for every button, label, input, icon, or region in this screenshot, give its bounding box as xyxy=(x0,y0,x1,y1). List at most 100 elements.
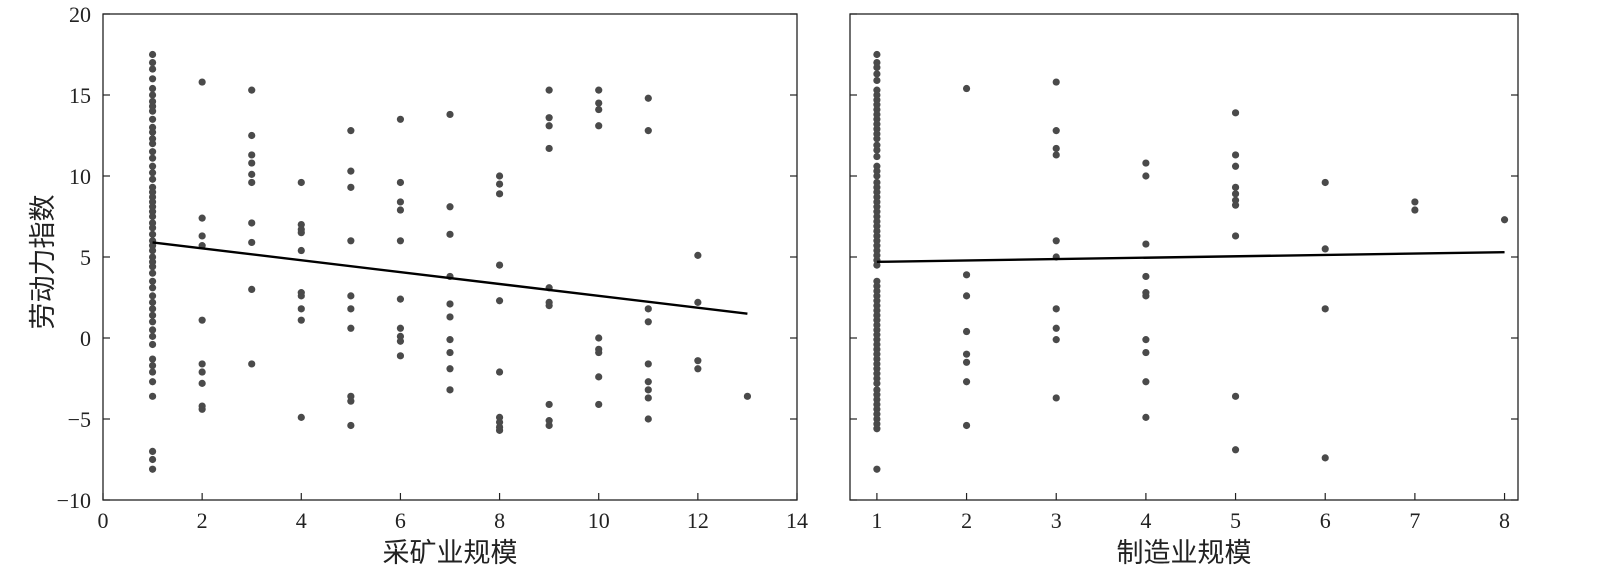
data-point xyxy=(1052,151,1060,159)
x-tick-label: 1 xyxy=(871,508,882,533)
x-axis-label: 制造业规模 xyxy=(1117,538,1252,568)
plot-frame xyxy=(102,13,798,501)
data-point xyxy=(446,300,454,308)
data-point xyxy=(148,65,157,73)
data-point xyxy=(148,148,157,156)
data-point xyxy=(248,178,256,187)
data-point xyxy=(347,167,355,175)
x-tick-label: 6 xyxy=(395,508,406,533)
data-point xyxy=(1052,394,1060,402)
data-point xyxy=(1321,178,1329,187)
data-point xyxy=(198,232,206,240)
data-point xyxy=(1231,201,1240,209)
data-point xyxy=(446,110,454,119)
data-point xyxy=(1142,172,1150,180)
data-point xyxy=(148,340,157,349)
data-point xyxy=(148,224,157,232)
x-tick-label: 10 xyxy=(588,508,610,533)
x-tick-label: 2 xyxy=(197,508,208,533)
data-point xyxy=(297,316,305,324)
y-tick-label: −10 xyxy=(57,488,91,513)
data-point xyxy=(148,447,157,455)
data-point xyxy=(148,292,157,300)
data-point xyxy=(148,107,157,115)
data-point xyxy=(1231,109,1240,117)
data-point xyxy=(347,397,355,405)
data-point xyxy=(1321,245,1329,253)
data-point xyxy=(873,70,881,78)
data-point xyxy=(1411,206,1419,214)
data-point xyxy=(644,94,652,102)
data-point xyxy=(595,334,603,342)
data-point xyxy=(148,284,157,292)
data-point xyxy=(595,99,603,107)
x-tick-label: 14 xyxy=(786,508,808,533)
data-point xyxy=(248,219,256,227)
data-point xyxy=(446,365,454,373)
y-tick-label: −5 xyxy=(68,407,91,432)
data-point xyxy=(148,311,157,319)
data-point xyxy=(446,230,454,238)
data-point xyxy=(595,86,603,94)
data-point xyxy=(545,302,553,310)
data-point xyxy=(148,263,157,271)
y-tick-label: 15 xyxy=(69,83,91,108)
data-point xyxy=(1231,232,1240,240)
data-point xyxy=(148,269,157,277)
data-point xyxy=(297,292,305,300)
data-point xyxy=(198,78,206,86)
data-point xyxy=(495,368,504,376)
data-point xyxy=(644,378,652,386)
data-point xyxy=(148,246,157,255)
data-point xyxy=(962,350,971,358)
data-point xyxy=(148,140,157,148)
data-point xyxy=(873,135,881,143)
data-point xyxy=(148,392,157,400)
data-point xyxy=(1142,292,1150,300)
data-point xyxy=(1052,336,1060,344)
data-point xyxy=(148,154,157,162)
data-point xyxy=(1231,183,1240,191)
x-tick-label: 8 xyxy=(494,508,505,533)
data-point xyxy=(198,214,206,222)
data-point xyxy=(347,305,355,313)
data-point xyxy=(962,327,971,336)
data-point xyxy=(148,175,157,183)
data-point xyxy=(873,146,881,154)
data-point xyxy=(248,131,256,140)
data-point xyxy=(545,114,553,122)
data-point xyxy=(1052,78,1060,86)
data-point xyxy=(148,355,157,363)
data-point xyxy=(347,292,355,300)
data-point xyxy=(396,295,405,303)
data-point xyxy=(873,465,881,473)
data-point xyxy=(1411,198,1419,206)
x-axis-label: 采矿业规模 xyxy=(383,538,518,568)
data-point xyxy=(644,394,652,402)
data-point xyxy=(446,386,454,394)
data-point xyxy=(148,318,157,326)
data-point xyxy=(297,178,305,187)
data-point xyxy=(545,144,553,153)
data-point xyxy=(644,127,652,135)
data-point xyxy=(1321,454,1329,462)
data-point xyxy=(396,324,405,332)
data-point xyxy=(694,365,702,373)
data-point xyxy=(248,238,256,247)
data-point xyxy=(495,172,504,180)
data-point xyxy=(1052,144,1060,153)
x-tick-label: 6 xyxy=(1320,508,1331,533)
data-point xyxy=(148,455,157,464)
data-point xyxy=(962,271,971,279)
data-point xyxy=(148,361,157,370)
data-point xyxy=(148,378,157,386)
data-point xyxy=(148,277,157,285)
data-point xyxy=(297,305,305,313)
left-plot-mining: 0 2 4 6 8 10 12 14 −10 −5 0 5 10 15 20 采矿业规模 xyxy=(57,2,808,568)
data-point xyxy=(1500,216,1509,224)
data-point xyxy=(148,230,157,238)
data-point xyxy=(148,162,157,170)
x-tick-label: 4 xyxy=(296,508,307,533)
data-point xyxy=(347,237,355,245)
data-point xyxy=(595,373,603,381)
